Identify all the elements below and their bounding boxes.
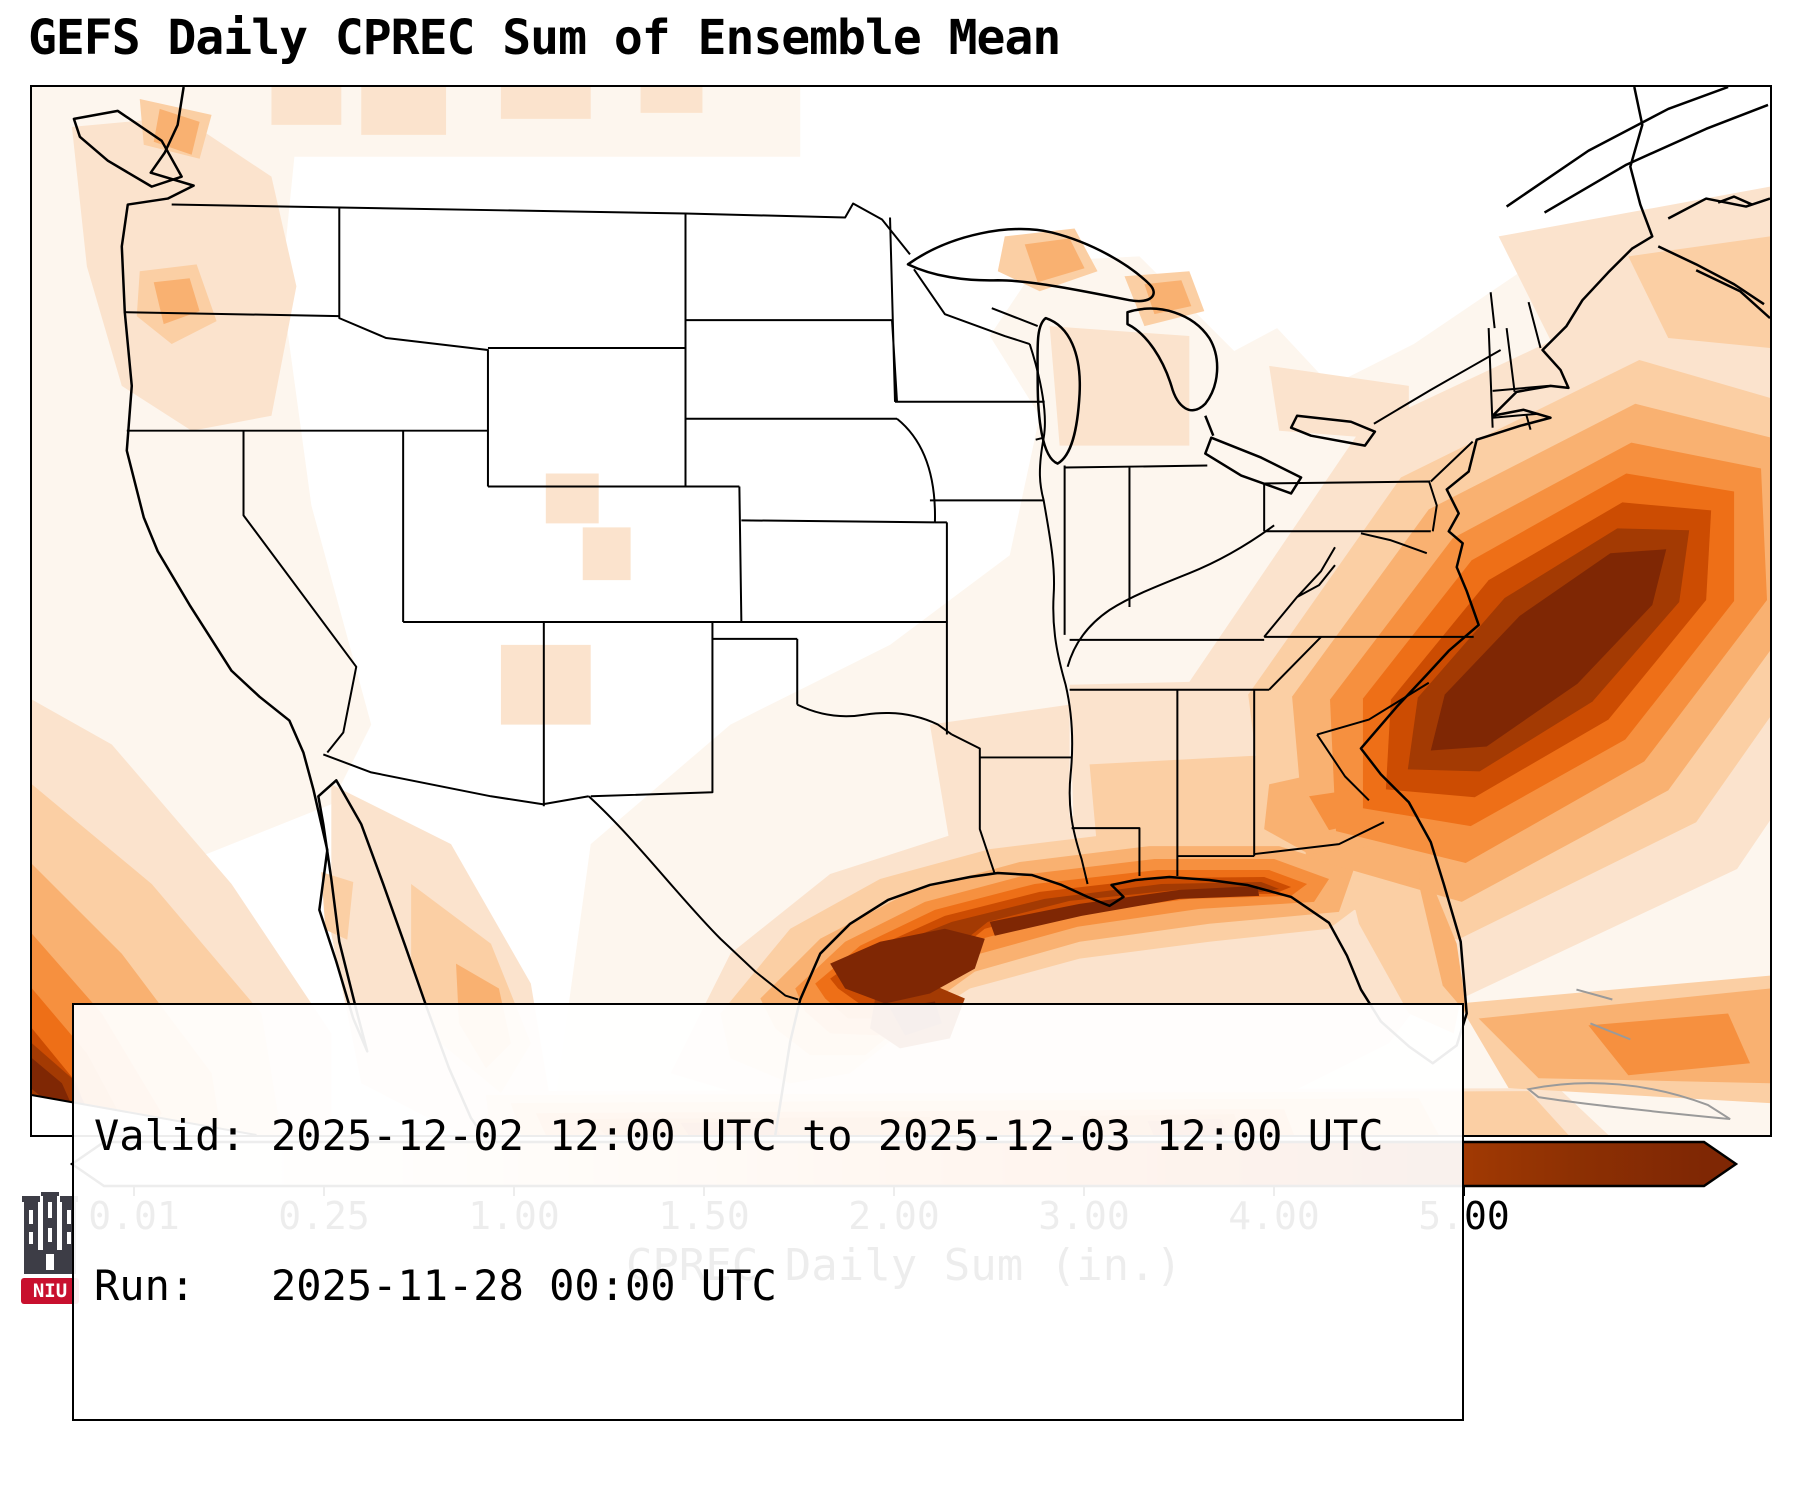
lakes-layer [906,227,1377,495]
niu-castle-icon: NIU [21,1190,79,1304]
valid-run-info-box: Valid: 2025-12-02 12:00 UTC to 2025-12-0… [72,1003,1464,1421]
map-canvas [32,87,1770,1135]
valid-time-text: Valid: 2025-12-02 12:00 UTC to 2025-12-0… [94,1111,1384,1160]
page-title: GEFS Daily CPREC Sum of Ensemble Mean [28,10,1061,66]
state-borders-layer [123,202,1549,1001]
niu-logo: NIU [20,1190,80,1310]
run-time-text: Run: 2025-11-28 00:00 UTC [94,1261,777,1310]
precip-map [30,85,1772,1137]
foreign-borders-layer [1526,988,1731,1121]
niu-logo-text: NIU [33,1280,67,1302]
coastline-layer [72,87,1770,1135]
colorbar-max-arrow [1704,1142,1736,1186]
